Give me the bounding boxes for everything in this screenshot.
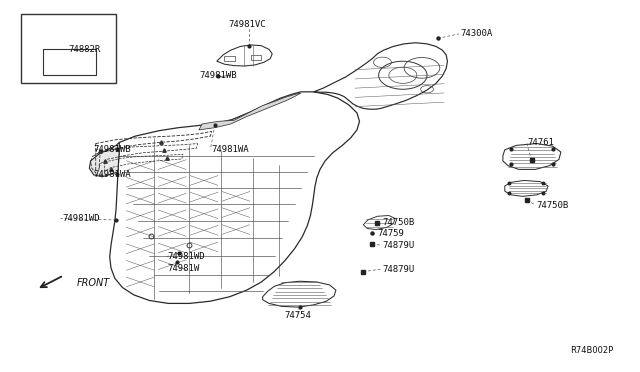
Text: 74981WA: 74981WA	[212, 145, 250, 154]
Text: 74981WB: 74981WB	[94, 145, 131, 154]
Text: 74750B: 74750B	[383, 218, 415, 227]
Text: 74300A: 74300A	[460, 29, 492, 38]
Text: 74981WD: 74981WD	[62, 214, 100, 223]
Text: FRONT: FRONT	[77, 278, 110, 288]
Text: 74759: 74759	[378, 230, 404, 238]
Text: 74882R: 74882R	[68, 45, 100, 54]
Text: 74879U: 74879U	[383, 264, 415, 273]
Text: 74754: 74754	[284, 311, 311, 320]
Text: 74879U: 74879U	[383, 241, 415, 250]
Text: 74761: 74761	[528, 138, 555, 147]
Text: 74981WB: 74981WB	[199, 71, 237, 80]
Text: R74B002P: R74B002P	[570, 346, 613, 355]
Text: 74750B: 74750B	[537, 201, 569, 210]
Text: 74981W: 74981W	[167, 264, 199, 273]
Text: 74981WD: 74981WD	[167, 252, 205, 262]
Text: 74981WA: 74981WA	[94, 170, 131, 179]
Text: 74981VC: 74981VC	[228, 20, 266, 29]
Polygon shape	[90, 142, 119, 177]
Polygon shape	[199, 93, 301, 130]
